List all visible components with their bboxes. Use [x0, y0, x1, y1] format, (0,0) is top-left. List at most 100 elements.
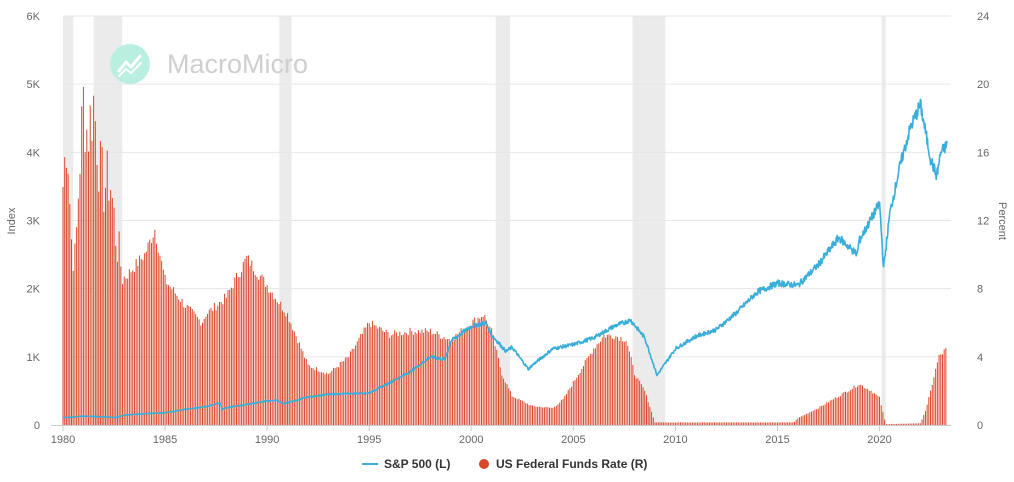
bar-fed-funds	[431, 334, 433, 425]
bar-fed-funds	[506, 384, 508, 425]
x-tick-label: 2000	[459, 434, 483, 446]
bar-fed-funds	[191, 308, 193, 425]
x-tick-label: 1980	[51, 434, 75, 446]
bar-fed-funds	[271, 292, 273, 425]
bar-fed-funds	[698, 422, 700, 425]
bar-fed-funds	[69, 204, 71, 425]
bar-fed-funds	[617, 336, 619, 425]
bar-fed-funds	[727, 422, 729, 425]
bar-fed-funds	[377, 328, 379, 425]
bar-fed-funds	[606, 334, 608, 425]
bar-fed-funds	[407, 335, 409, 425]
bar-fed-funds	[581, 368, 583, 425]
bar-fed-funds	[807, 413, 809, 425]
bar-fed-funds	[139, 255, 141, 425]
bar-fed-funds	[390, 335, 392, 425]
bar-fed-funds	[156, 243, 158, 425]
bar-fed-funds	[707, 422, 709, 425]
bar-fed-funds	[831, 399, 833, 425]
bar-fed-funds	[877, 395, 879, 425]
bar-fed-funds	[436, 331, 438, 425]
bar-fed-funds	[373, 325, 375, 425]
bar-fed-funds	[236, 272, 238, 425]
bar-fed-funds	[183, 307, 185, 425]
bar-fed-funds	[525, 403, 527, 425]
y-tick-left: 1K	[27, 352, 41, 364]
bar-fed-funds	[480, 317, 482, 425]
bar-fed-funds	[120, 266, 122, 425]
bar-fed-funds	[793, 421, 795, 425]
bar-fed-funds	[147, 242, 149, 425]
bar-fed-funds	[622, 341, 624, 425]
bar-fed-funds	[610, 335, 612, 425]
bar-fed-funds	[105, 187, 107, 425]
bar-fed-funds	[474, 317, 476, 425]
bar-fed-funds	[821, 405, 823, 425]
y-tick-right: 16	[977, 147, 989, 159]
bar-fed-funds	[560, 400, 562, 425]
legend-item-fed-funds[interactable]: US Federal Funds Rate (R)	[479, 457, 647, 471]
bar-fed-funds	[751, 422, 753, 425]
bar-fed-funds	[462, 332, 464, 425]
bar-fed-funds	[261, 274, 263, 425]
bar-fed-funds	[907, 423, 909, 425]
bar-fed-funds	[657, 422, 659, 425]
bar-fed-funds	[157, 252, 159, 425]
bar-fed-funds	[412, 334, 414, 425]
bar-fed-funds	[632, 364, 634, 425]
bar-fed-funds	[76, 227, 78, 425]
bar-fed-funds	[145, 251, 147, 425]
bar-fed-funds	[144, 253, 146, 425]
bar-fed-funds	[788, 422, 790, 425]
bar-fed-funds	[545, 406, 547, 425]
bar-fed-funds	[232, 288, 234, 425]
bar-fed-funds	[503, 378, 505, 425]
bar-fed-funds	[748, 422, 750, 425]
bar-fed-funds	[244, 258, 246, 425]
bar-fed-funds	[336, 367, 338, 425]
bar-fed-funds	[588, 356, 590, 425]
bar-fed-funds	[571, 386, 573, 425]
bar-fed-funds	[397, 335, 399, 425]
bar-fed-funds	[186, 304, 188, 425]
bar-fed-funds	[809, 412, 811, 425]
bar-fed-funds	[712, 422, 714, 425]
bar-fed-funds	[705, 422, 707, 425]
bar-fed-funds	[304, 357, 306, 425]
bar-fed-funds	[904, 423, 906, 425]
watermark: MacroMicro	[110, 44, 308, 84]
bar-fed-funds	[618, 340, 620, 425]
bar-fed-funds	[346, 357, 348, 425]
bar-fed-funds	[227, 290, 229, 425]
legend-item-sp500[interactable]: S&P 500 (L)	[362, 457, 450, 471]
bar-fed-funds	[491, 328, 493, 425]
bar-fed-funds	[433, 333, 435, 425]
bar-fed-funds	[460, 328, 462, 425]
bar-fed-funds	[691, 422, 693, 425]
bar-fed-funds	[732, 422, 734, 425]
left-axis-title: Index	[6, 207, 18, 234]
bar-fed-funds	[555, 405, 557, 425]
bar-fed-funds	[839, 396, 841, 425]
bar-fed-funds	[375, 325, 377, 425]
legend-dot-marker	[479, 459, 489, 469]
bar-fed-funds	[940, 354, 942, 425]
bar-fed-funds	[528, 405, 530, 425]
bar-fed-funds	[268, 292, 270, 425]
bar-fed-funds	[671, 422, 673, 425]
bar-fed-funds	[834, 397, 836, 425]
bar-fed-funds	[865, 388, 867, 425]
bar-fed-funds	[178, 299, 180, 425]
bar-fed-funds	[110, 189, 112, 425]
bar-fed-funds	[741, 422, 743, 425]
bar-fed-funds	[715, 422, 717, 425]
bar-fed-funds	[894, 423, 896, 425]
bar-fed-funds	[123, 276, 125, 425]
bar-fed-funds	[162, 269, 164, 425]
bar-fed-funds	[566, 393, 568, 425]
bar-fed-funds	[154, 229, 156, 425]
bar-fed-funds	[382, 330, 384, 425]
bar-fed-funds	[819, 406, 821, 425]
bar-fed-funds	[212, 310, 214, 425]
